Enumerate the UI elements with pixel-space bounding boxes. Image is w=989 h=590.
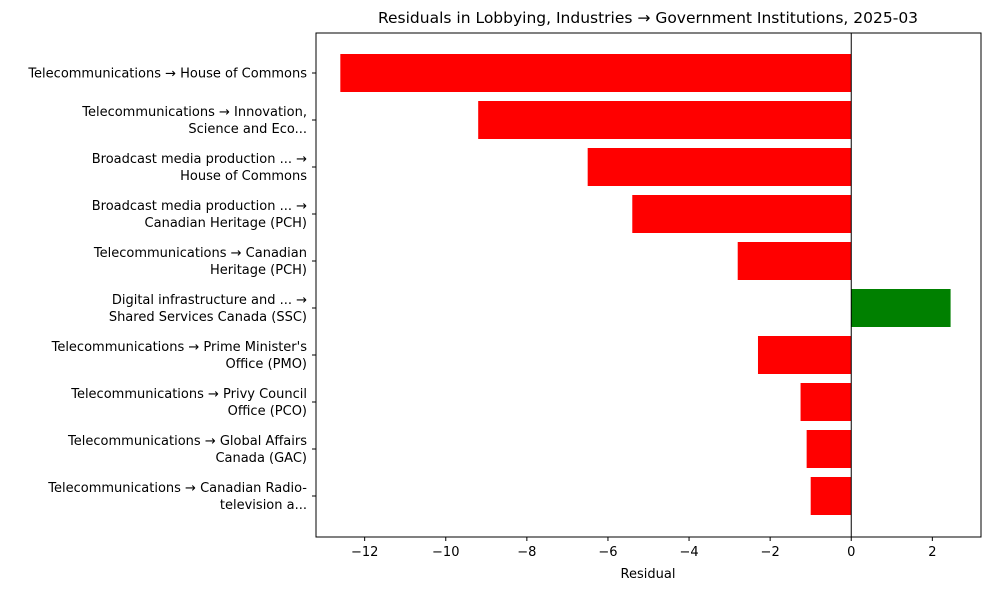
category-label: Broadcast media production ... → House of…: [92, 152, 307, 184]
category-label: Digital infrastructure and ... → Shared S…: [109, 293, 307, 325]
category-label: Telecommunications → Privy Council Office…: [70, 387, 307, 419]
category-label-line: Telecommunications → Canadian: [93, 246, 307, 261]
bar-6: [851, 289, 951, 327]
bar-3: [587, 148, 852, 186]
category-label: Telecommunications → Canadian Heritage (P…: [93, 246, 307, 278]
category-label-line: Telecommunications → House of Commons: [27, 67, 307, 82]
category-label-line: Digital infrastructure and ... →: [112, 293, 307, 308]
category-label-line: Telecommunications → Privy Council: [70, 387, 307, 402]
category-label-line: Broadcast media production ... →: [92, 152, 307, 167]
category-label-line: Telecommunications → Canadian Radio-: [47, 481, 307, 496]
x-tick-label: −12: [351, 545, 378, 560]
category-label-line: Telecommunications → Prime Minister's: [51, 340, 308, 355]
x-tick-label: −4: [679, 545, 698, 560]
category-label-line: Science and Eco...: [188, 122, 307, 137]
category-label: Telecommunications → House of Commons: [27, 67, 307, 82]
bar-10: [810, 477, 852, 515]
category-label-line: Heritage (PCH): [210, 263, 307, 278]
x-tick-label: −8: [517, 545, 536, 560]
bar-2: [478, 101, 852, 139]
bar-1: [340, 54, 852, 92]
x-tick-label: −6: [598, 545, 617, 560]
category-label-line: Broadcast media production ... →: [92, 199, 307, 214]
category-label: Telecommunications → Canadian Radio-tele…: [47, 481, 307, 513]
category-label: Broadcast media production ... → Canadian…: [92, 199, 307, 231]
category-label: Telecommunications → Global Affairs Canad…: [67, 434, 307, 466]
x-axis: −12 −10 −8 −6 −4 −2 0 2: [351, 537, 936, 560]
category-label-line: Office (PCO): [228, 404, 307, 419]
category-label-line: Telecommunications → Global Affairs: [67, 434, 307, 449]
category-label-line: Canadian Heritage (PCH): [145, 216, 307, 231]
category-label: Telecommunications → Innovation, Science …: [81, 105, 307, 137]
bar-5: [737, 242, 852, 280]
bar-4: [632, 195, 852, 233]
bar-7: [757, 336, 852, 374]
category-label-line: Shared Services Canada (SSC): [109, 310, 307, 325]
category-label-line: Telecommunications → Innovation,: [81, 105, 307, 120]
category-label: Telecommunications → Prime Minister's Off…: [51, 340, 308, 372]
y-axis: Telecommunications → House of Commons Tel…: [27, 67, 316, 513]
bars-layer: [340, 54, 951, 515]
category-label-line: House of Commons: [180, 169, 307, 184]
category-label-line: Office (PMO): [225, 357, 307, 372]
x-tick-label: 0: [847, 545, 855, 560]
category-label-line: Canada (GAC): [215, 451, 307, 466]
bar-9: [806, 430, 852, 468]
chart-title: Residuals in Lobbying, Industries → Gove…: [378, 9, 918, 27]
x-tick-label: 2: [928, 545, 936, 560]
plot-frame: [315, 32, 982, 538]
x-axis-label: Residual: [621, 567, 676, 582]
x-tick-label: −2: [761, 545, 780, 560]
x-tick-label: −10: [432, 545, 459, 560]
bar-8: [800, 383, 852, 421]
category-label-line: television a...: [220, 498, 307, 513]
